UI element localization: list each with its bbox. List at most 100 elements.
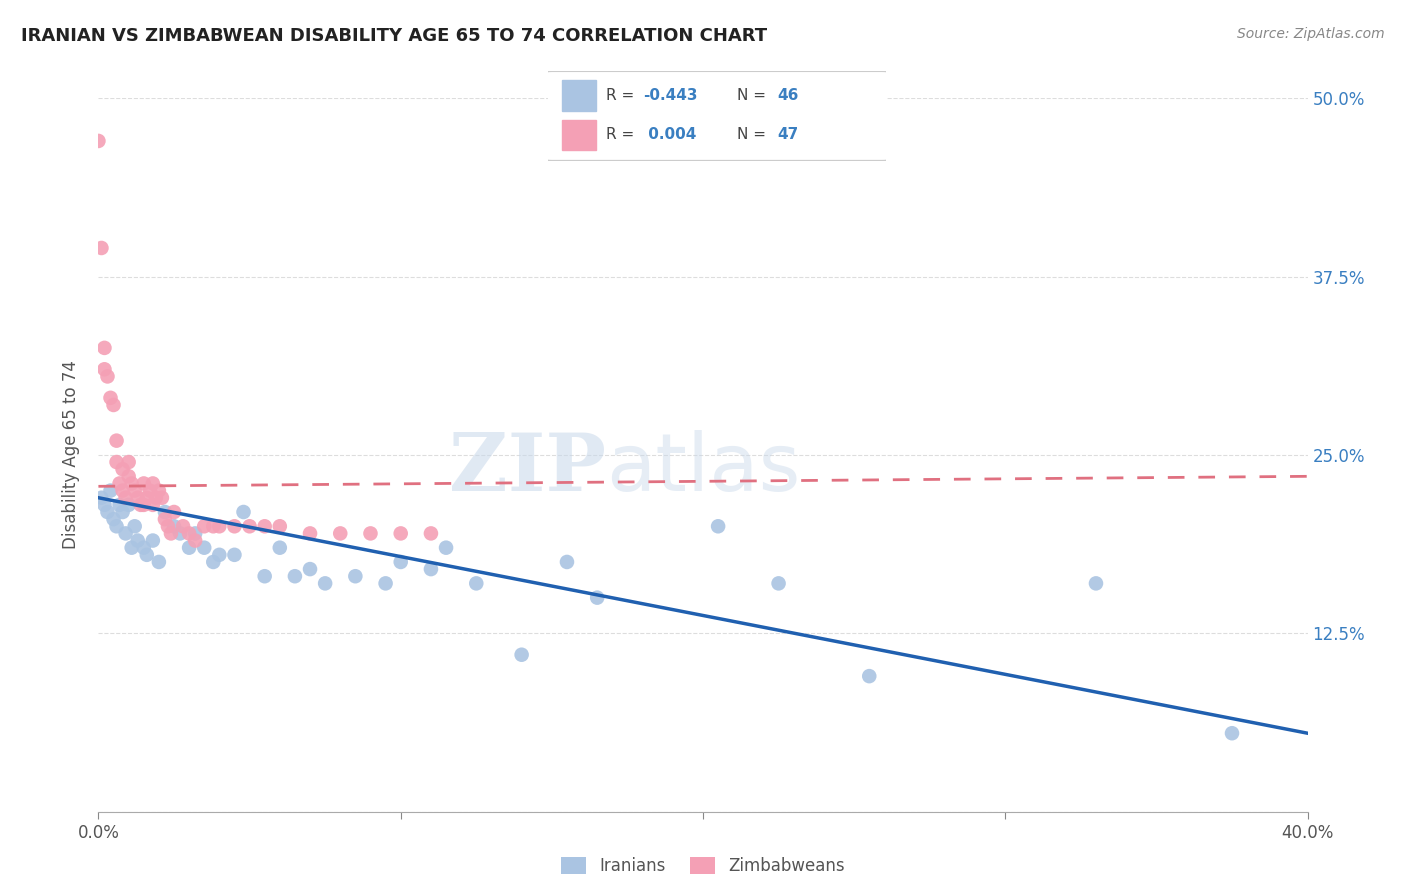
Point: [269, 519, 291, 533]
Point: [108, 476, 131, 491]
Point: [93, 362, 115, 376]
Point: [127, 533, 149, 548]
FancyBboxPatch shape: [546, 71, 889, 161]
Point: [132, 498, 155, 512]
Point: [329, 526, 352, 541]
Point: [121, 541, 143, 555]
Point: [96, 369, 118, 384]
Point: [163, 519, 186, 533]
Text: 47: 47: [778, 128, 799, 142]
Point: [142, 476, 165, 491]
Text: 0.004: 0.004: [643, 128, 696, 142]
Point: [111, 462, 134, 476]
Point: [202, 555, 225, 569]
Point: [103, 398, 125, 412]
Text: R =: R =: [606, 128, 638, 142]
Point: [389, 555, 412, 569]
Point: [87, 134, 110, 148]
Text: IRANIAN VS ZIMBABWEAN DISABILITY AGE 65 TO 74 CORRELATION CHART: IRANIAN VS ZIMBABWEAN DISABILITY AGE 65 …: [21, 27, 768, 45]
Bar: [562, 80, 596, 111]
Point: [707, 519, 730, 533]
Point: [93, 341, 115, 355]
Point: [224, 519, 246, 533]
Point: [389, 526, 412, 541]
Point: [90, 491, 112, 505]
Point: [344, 569, 367, 583]
Point: [1085, 576, 1108, 591]
Point: [299, 562, 322, 576]
Point: [232, 505, 254, 519]
Text: N =: N =: [737, 128, 770, 142]
Point: [169, 526, 191, 541]
Point: [269, 541, 291, 555]
Point: [153, 512, 176, 526]
Point: [100, 483, 122, 498]
Point: [420, 562, 443, 576]
Point: [96, 505, 118, 519]
Point: [127, 491, 149, 505]
Point: [179, 541, 201, 555]
Point: [90, 241, 112, 255]
Point: [360, 526, 382, 541]
Point: [510, 648, 533, 662]
Point: [153, 505, 176, 519]
Point: [148, 555, 170, 569]
Point: [858, 669, 880, 683]
Point: [124, 483, 146, 498]
Point: [93, 498, 115, 512]
Text: ZIP: ZIP: [450, 430, 606, 508]
Point: [118, 455, 141, 469]
Point: [124, 519, 146, 533]
Point: [420, 526, 443, 541]
Point: [129, 498, 152, 512]
Point: [100, 391, 122, 405]
Text: 46: 46: [778, 88, 799, 103]
Text: -0.443: -0.443: [643, 88, 697, 103]
Point: [1220, 726, 1243, 740]
Point: [172, 519, 194, 533]
Point: [121, 476, 143, 491]
Text: atlas: atlas: [606, 430, 800, 508]
Point: [202, 519, 225, 533]
Point: [156, 519, 179, 533]
Point: [139, 483, 162, 498]
Point: [555, 555, 578, 569]
Point: [142, 498, 165, 512]
Point: [253, 519, 276, 533]
Y-axis label: Disability Age 65 to 74: Disability Age 65 to 74: [62, 360, 80, 549]
Bar: [562, 120, 596, 150]
Point: [135, 548, 157, 562]
Point: [103, 512, 125, 526]
Point: [768, 576, 790, 591]
Point: [434, 541, 457, 555]
Point: [224, 548, 246, 562]
Point: [208, 519, 231, 533]
Point: [160, 526, 183, 541]
Point: [145, 491, 167, 505]
Point: [184, 533, 207, 548]
Point: [105, 434, 128, 448]
Point: [150, 491, 173, 505]
Point: [132, 541, 155, 555]
Point: [142, 533, 165, 548]
Legend: Iranians, Zimbabweans: Iranians, Zimbabweans: [554, 850, 852, 882]
Point: [118, 469, 141, 483]
Point: [179, 526, 201, 541]
Point: [284, 569, 307, 583]
Point: [118, 498, 141, 512]
Point: [114, 526, 136, 541]
Point: [465, 576, 488, 591]
Point: [374, 576, 396, 591]
Point: [132, 476, 155, 491]
Point: [111, 483, 134, 498]
Point: [114, 491, 136, 505]
Point: [105, 455, 128, 469]
Text: N =: N =: [737, 88, 770, 103]
Point: [111, 505, 134, 519]
Point: [193, 519, 215, 533]
Text: Source: ZipAtlas.com: Source: ZipAtlas.com: [1237, 27, 1385, 41]
Point: [239, 519, 262, 533]
Text: R =: R =: [606, 88, 638, 103]
Point: [135, 491, 157, 505]
Point: [586, 591, 609, 605]
